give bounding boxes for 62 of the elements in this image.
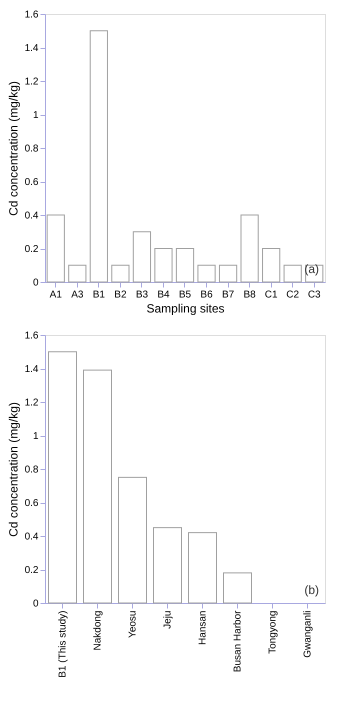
bar xyxy=(262,248,280,282)
bar xyxy=(111,264,130,282)
bar xyxy=(68,264,86,282)
bar xyxy=(46,214,65,282)
y-tick-label: 1 xyxy=(32,110,39,121)
y-tick-label: 0.6 xyxy=(24,177,39,188)
y-tick-label: 0.4 xyxy=(24,532,39,542)
bar xyxy=(240,214,259,282)
y-tick-label: 0.8 xyxy=(24,144,39,154)
annotation: (b) xyxy=(304,583,319,597)
x-tick-label: Jeju xyxy=(162,610,174,629)
x-tick-label: A3 xyxy=(71,290,84,300)
y-tick-label: 1.4 xyxy=(24,43,39,54)
bar xyxy=(118,476,147,604)
x-tick-label: Yeosu xyxy=(128,610,138,638)
x-tick-label: Gwanganli xyxy=(302,610,314,658)
x-tick-label: B1 (This study) xyxy=(58,610,68,678)
x-tick-label: B4 xyxy=(157,290,170,300)
y-axis-title: Cd concentration (mg/kg) xyxy=(6,402,21,537)
bar xyxy=(197,264,216,282)
bar xyxy=(284,264,302,282)
bar xyxy=(188,532,217,604)
y-tick-label: 0 xyxy=(32,598,39,610)
x-tick-label: C3 xyxy=(308,290,322,300)
bar xyxy=(223,572,252,604)
y-tick-label: 1.6 xyxy=(24,330,39,342)
y-tick-label: 0 xyxy=(32,278,39,288)
x-tick-label: C2 xyxy=(286,290,300,300)
bar xyxy=(153,527,182,604)
y-tick-label: 0.2 xyxy=(24,244,39,255)
x-tick-label: Tongyong xyxy=(268,610,278,654)
x-tick-label: B8 xyxy=(244,290,256,300)
x-tick-label: Nakdong xyxy=(92,610,104,651)
bar xyxy=(132,231,152,282)
bar xyxy=(176,248,194,282)
y-tick-label: 1 xyxy=(32,431,39,442)
y-axis-title: Cd concentration (mg/kg) xyxy=(6,81,21,216)
bar xyxy=(90,30,108,282)
y-tick-label: 0.4 xyxy=(24,210,39,222)
bar xyxy=(83,370,112,604)
x-tick-label: B7 xyxy=(222,290,235,300)
x-tick-label: B5 xyxy=(178,290,192,300)
bar xyxy=(154,248,173,282)
y-tick-label: 1.6 xyxy=(24,10,39,20)
bar xyxy=(48,351,77,604)
y-tick-label: 0.2 xyxy=(24,565,39,576)
x-tick-label: B1 xyxy=(92,290,106,300)
y-tick-label: 1.4 xyxy=(24,364,39,375)
x-tick-label: Hansan xyxy=(198,610,208,645)
x-axis-title: Sampling sites xyxy=(146,302,225,316)
x-tick-label: A1 xyxy=(50,290,62,300)
x-tick-label: B6 xyxy=(200,290,214,300)
x-tick-label: B2 xyxy=(114,290,127,300)
y-tick-label: 0.8 xyxy=(24,464,39,476)
x-tick-label: Busan Harbor xyxy=(232,610,244,672)
y-tick-label: 1.2 xyxy=(24,398,39,408)
x-tick-label: B3 xyxy=(136,290,148,300)
x-tick-label: C1 xyxy=(264,290,278,300)
y-tick-label: 1.2 xyxy=(24,76,39,88)
bar xyxy=(218,264,238,282)
y-tick-label: 0.6 xyxy=(24,498,39,509)
annotation: (a) xyxy=(304,262,319,276)
